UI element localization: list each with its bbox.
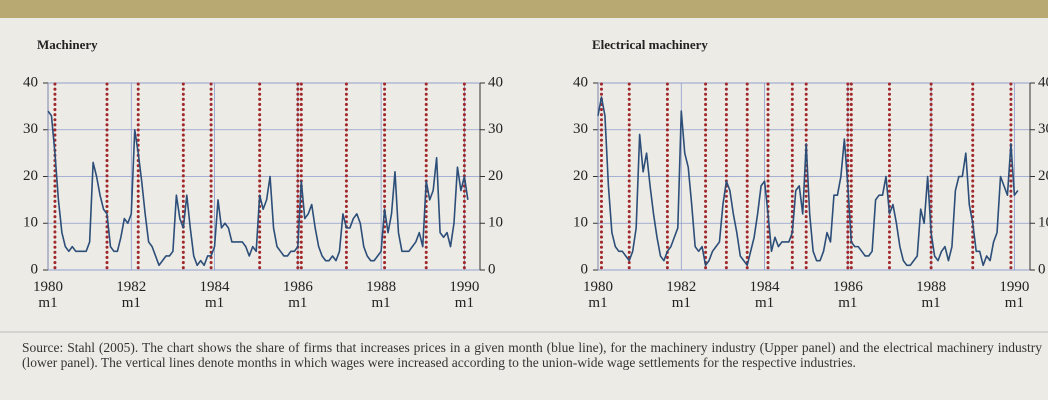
source-note: Source: Stahl (2005). The chart shows th… [22, 340, 1042, 370]
y2-tick-label: 30 [488, 121, 503, 137]
y2-tick-label: 20 [1038, 168, 1048, 184]
y-tick-label: 30 [573, 121, 588, 137]
y-tick-label: 40 [23, 74, 38, 90]
x-tick-label: 1988 m1 [916, 279, 946, 311]
x-tick-label: 1990 m1 [449, 279, 479, 311]
x-tick-label: 1986 m1 [283, 279, 314, 311]
x-tick-label: 1988 m1 [366, 279, 396, 311]
y-tick-label: 10 [23, 215, 38, 231]
y-tick-label: 20 [573, 168, 588, 184]
y-tick-label: 20 [23, 168, 38, 184]
chart: Machinery 0 0 10 10 20 20 30 30 40 40 1980 m1 1982 m1 1… [0, 0, 1048, 333]
series-line [47, 110, 469, 267]
y2-tick-label: 40 [488, 74, 503, 90]
x-tick-label: 1982 m1 [666, 279, 696, 311]
y2-tick-label: 10 [488, 215, 503, 231]
y-tick-label: 40 [573, 74, 588, 90]
y2-tick-label: 0 [488, 261, 496, 277]
x-tick-label: 1986 m1 [833, 279, 864, 311]
x-tick-label: 1980 m1 [33, 279, 63, 311]
x-tick-label: 1990 m1 [999, 279, 1029, 311]
y2-tick-label: 10 [1038, 215, 1048, 231]
y2-tick-label: 0 [1038, 261, 1046, 277]
y-tick-label: 30 [23, 121, 38, 137]
series-line [597, 96, 1019, 267]
x-tick-label: 1980 m1 [583, 279, 613, 311]
panel-title: Machinery [37, 37, 98, 52]
y-tick-label: 0 [31, 261, 39, 277]
header-bar [0, 0, 1048, 18]
y-tick-label: 10 [573, 215, 588, 231]
x-tick-label: 1982 m1 [116, 279, 146, 311]
y2-tick-label: 20 [488, 168, 503, 184]
y2-tick-label: 40 [1038, 74, 1048, 90]
x-tick-label: 1984 m1 [750, 279, 781, 311]
y2-tick-label: 30 [1038, 121, 1048, 137]
y-tick-label: 0 [581, 261, 589, 277]
panel-title: Electrical machinery [592, 37, 708, 52]
x-tick-label: 1984 m1 [200, 279, 231, 311]
